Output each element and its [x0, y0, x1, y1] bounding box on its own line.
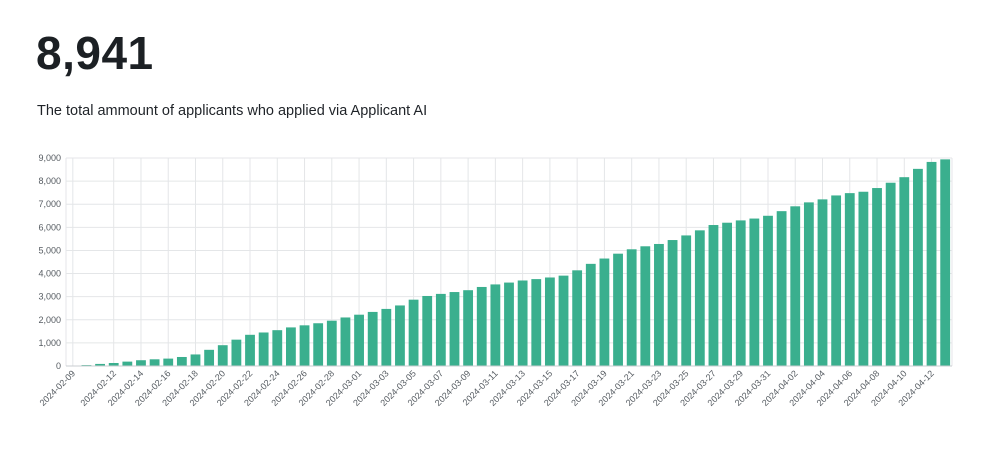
- bar-2024-02-13[interactable]: [122, 361, 133, 366]
- bar-2024-02-18[interactable]: [190, 354, 201, 366]
- bar-2024-04-13[interactable]: [940, 159, 951, 366]
- bar-2024-03-28[interactable]: [722, 222, 732, 366]
- bar-2024-04-08[interactable]: [872, 188, 882, 366]
- y-tick-label: 1,000: [38, 338, 61, 348]
- bar-2024-03-20[interactable]: [613, 253, 623, 366]
- bar-2024-03-10[interactable]: [476, 286, 487, 366]
- bars: [67, 159, 951, 367]
- bar-2024-03-12[interactable]: [504, 282, 514, 366]
- bar-2024-03-30[interactable]: [749, 218, 760, 366]
- x-axis-ticks: 2024-02-09 2024-02-122024-02-142024-02-16…: [38, 368, 936, 408]
- bar-2024-02-27[interactable]: [313, 323, 324, 366]
- bar-2024-02-14[interactable]: [136, 360, 146, 366]
- y-tick-label: 4,000: [38, 269, 61, 279]
- chart-description: The total ammount of applicants who appl…: [37, 103, 428, 119]
- bar-2024-03-09[interactable]: [463, 290, 474, 366]
- bar-2024-03-16[interactable]: [558, 275, 569, 366]
- bar-2024-03-21[interactable]: [626, 249, 637, 366]
- y-tick-label: 0: [56, 361, 61, 371]
- y-tick-label: 2,000: [38, 315, 61, 325]
- bar-2024-02-12[interactable]: [108, 362, 119, 366]
- bar-2024-04-12[interactable]: [926, 161, 937, 366]
- bar-2024-02-11[interactable]: [95, 363, 105, 366]
- bar-2024-02-25[interactable]: [286, 327, 296, 366]
- bar-2024-03-05[interactable]: [408, 299, 419, 366]
- bar-2024-02-24[interactable]: [272, 330, 283, 366]
- bar-2024-03-03[interactable]: [381, 308, 392, 366]
- bar-2024-03-02[interactable]: [367, 311, 378, 366]
- bar-2024-03-13[interactable]: [517, 280, 528, 366]
- bar-2024-03-19[interactable]: [599, 258, 610, 366]
- bar-2024-04-05[interactable]: [831, 195, 842, 366]
- bar-2024-03-25[interactable]: [681, 235, 692, 366]
- bar-2024-03-29[interactable]: [735, 220, 746, 366]
- bar-2024-02-22[interactable]: [245, 334, 255, 366]
- bar-2024-03-23[interactable]: [654, 243, 664, 366]
- y-tick-label: 7,000: [38, 199, 61, 209]
- bar-2024-04-10[interactable]: [899, 177, 910, 366]
- bar-2024-03-22[interactable]: [640, 246, 651, 366]
- bar-2024-03-06[interactable]: [422, 295, 433, 366]
- bar-2024-02-26[interactable]: [299, 325, 310, 366]
- bar-2024-04-02[interactable]: [790, 206, 801, 366]
- y-tick-label: 8,000: [38, 176, 61, 186]
- bar-2024-02-16[interactable]: [163, 358, 174, 366]
- bar-2024-04-09[interactable]: [885, 182, 896, 366]
- bar-2024-02-20[interactable]: [217, 345, 228, 366]
- bar-2024-03-08[interactable]: [449, 292, 460, 366]
- y-tick-label: 5,000: [38, 245, 61, 255]
- bar-2024-02-17[interactable]: [176, 356, 187, 366]
- bar-2024-03-07[interactable]: [435, 293, 446, 366]
- bar-2024-02-15[interactable]: [149, 359, 160, 366]
- bar-2024-03-26[interactable]: [694, 230, 705, 366]
- bar-2024-03-31[interactable]: [763, 215, 773, 366]
- bar-2024-04-07[interactable]: [858, 191, 869, 366]
- x-tick-label: 2024-02-09: [38, 368, 78, 408]
- bar-2024-04-04[interactable]: [817, 199, 828, 366]
- bar-2024-03-01[interactable]: [354, 314, 364, 366]
- bar-2024-03-15[interactable]: [544, 277, 555, 366]
- bar-2024-02-21[interactable]: [231, 339, 242, 366]
- total-applicants-value: 8,941: [36, 27, 154, 79]
- y-tick-label: 3,000: [38, 292, 61, 302]
- bar-2024-03-27[interactable]: [708, 225, 719, 366]
- bar-2024-04-06[interactable]: [844, 193, 855, 366]
- bar-2024-03-18[interactable]: [585, 263, 596, 366]
- y-tick-label: 9,000: [38, 153, 61, 163]
- bar-2024-04-03[interactable]: [803, 202, 814, 366]
- bar-2024-03-14[interactable]: [531, 279, 542, 366]
- bar-2024-02-28[interactable]: [326, 320, 337, 366]
- bar-2024-03-17[interactable]: [572, 270, 583, 366]
- y-tick-label: 6,000: [38, 222, 61, 232]
- bar-2024-03-04[interactable]: [395, 305, 405, 366]
- bar-2024-04-11[interactable]: [913, 168, 923, 366]
- bar-2024-03-11[interactable]: [490, 284, 501, 366]
- bar-2024-02-29[interactable]: [340, 317, 351, 366]
- applicants-bar-chart: 0 1,000 2,000 3,000 4,000 5,000 6,000 7,000 8,00…: [38, 153, 953, 408]
- y-axis-ticks: 0 1,000 2,000 3,000 4,000 5,000 6,000 7,000 8,00…: [38, 153, 61, 371]
- bar-2024-02-23[interactable]: [258, 332, 269, 366]
- bar-2024-02-19[interactable]: [204, 349, 215, 366]
- bar-2024-04-01[interactable]: [776, 211, 787, 366]
- bar-2024-03-24[interactable]: [667, 240, 678, 366]
